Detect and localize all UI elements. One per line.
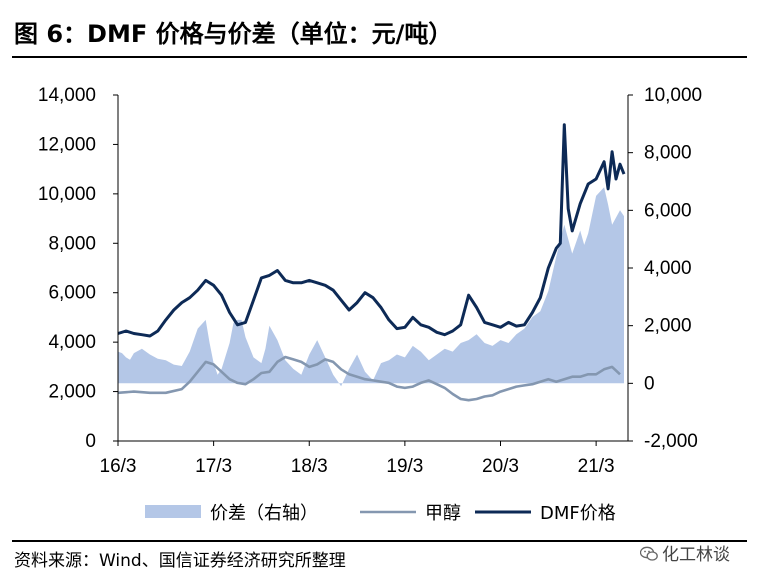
title-rule — [12, 56, 747, 58]
legend-dmf-text: DMF价格 — [540, 503, 616, 524]
source-note: 资料来源：Wind、国信证券经济研究所整理 — [14, 551, 346, 571]
x-tick-label: 16/3 — [100, 456, 137, 477]
series-methanol-line — [117, 355, 621, 402]
y-right-tick-label: 0 — [644, 373, 655, 394]
page-title: 图 6：DMF 价格与价差（单位：元/吨） — [14, 20, 453, 48]
y-left-tick-label: 2,000 — [48, 382, 96, 403]
y-left-tick-label: 4,000 — [48, 332, 96, 353]
y-right-tick-label: 2,000 — [644, 316, 692, 337]
y-right-tick-label: 4,000 — [644, 258, 692, 279]
y-right-tick-label: -2,000 — [644, 431, 698, 452]
x-tick-label: 19/3 — [386, 456, 423, 477]
y-right-tick-label: 8,000 — [644, 143, 692, 164]
series-spread-area — [118, 187, 624, 387]
title-bar: 图 6：DMF 价格与价差（单位：元/吨） — [0, 0, 765, 58]
x-tick-label: 20/3 — [482, 456, 519, 477]
y-right-tick-label: 6,000 — [644, 200, 692, 221]
legend-methanol-text: 甲醇 — [425, 503, 461, 524]
y-left-tick-label: 6,000 — [48, 283, 96, 304]
footer-rule — [12, 540, 747, 542]
wechat-icon — [640, 546, 658, 561]
y-left-tick-label: 10,000 — [38, 184, 96, 205]
legend: 价差（右轴） 甲醇 DMF价格 — [145, 503, 616, 524]
x-tick-label: 18/3 — [291, 456, 328, 477]
y-left-tick-label: 12,000 — [38, 134, 96, 155]
x-tick-label: 17/3 — [195, 456, 232, 477]
y-left-tick-label: 8,000 — [48, 233, 96, 254]
watermark: 化工林谈 — [640, 540, 730, 565]
x-tick-label: 21/3 — [578, 456, 615, 477]
series-dmf-line — [117, 123, 626, 338]
legend-spread-swatch — [145, 505, 201, 518]
watermark-text: 化工林谈 — [662, 545, 730, 565]
y-left-tick-label: 14,000 — [38, 85, 96, 106]
y-left-tick-label: 0 — [85, 431, 96, 452]
legend-spread-text: 价差（右轴） — [210, 503, 318, 524]
y-right-tick-label: 10,000 — [644, 85, 702, 106]
axes: 0 2,000 4,000 6,000 8,000 10,000 12,000 14,000 -… — [38, 85, 702, 477]
plot-area — [117, 123, 626, 402]
